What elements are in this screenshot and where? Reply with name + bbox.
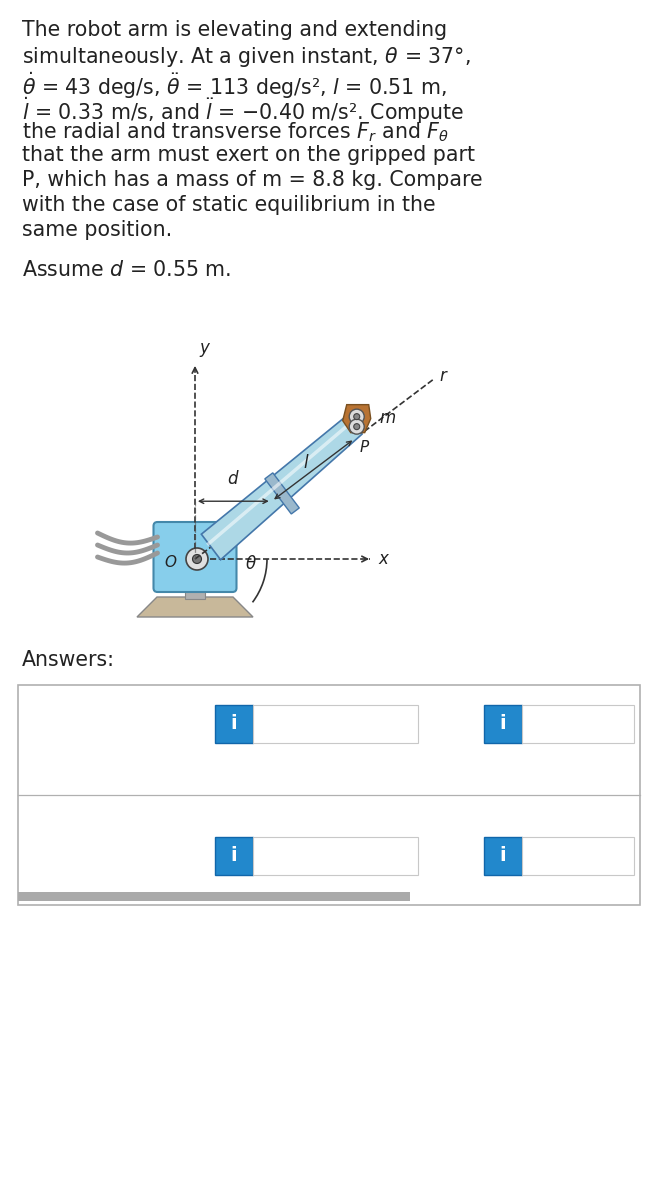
Bar: [18, 685, 640, 905]
Text: $x$: $x$: [378, 550, 390, 568]
Text: i: i: [231, 846, 237, 865]
Text: $y$: $y$: [199, 341, 212, 359]
FancyBboxPatch shape: [215, 704, 253, 743]
Text: The robot arm is elevating and extending: The robot arm is elevating and extending: [22, 20, 447, 40]
FancyBboxPatch shape: [154, 522, 237, 592]
Text: $\dot{l}$ = 0.33 m/s, and $\ddot{l}$ = −0.40 m/s². Compute: $\dot{l}$ = 0.33 m/s, and $\ddot{l}$ = −…: [22, 95, 464, 126]
Circle shape: [354, 424, 360, 430]
Text: i: i: [500, 714, 506, 733]
Polygon shape: [137, 596, 253, 617]
Bar: [253, 704, 418, 743]
Text: Dynamic:: Dynamic:: [38, 714, 135, 733]
Text: $P$: $P$: [359, 439, 370, 455]
Bar: [185, 583, 205, 599]
Text: $O$: $O$: [163, 554, 177, 570]
Text: $F_r$ =: $F_r$ =: [160, 844, 202, 868]
Text: i: i: [231, 714, 237, 733]
Text: $^F\!\theta$N,: $^F\!\theta$N,: [424, 710, 464, 737]
Circle shape: [349, 409, 364, 424]
Bar: [18, 892, 410, 901]
Text: Static:: Static:: [38, 846, 103, 865]
Bar: [253, 836, 418, 875]
Text: that the arm must exert on the gripped part: that the arm must exert on the gripped p…: [22, 145, 475, 164]
Text: $d$: $d$: [227, 470, 240, 488]
Text: $^F\!\theta$N,: $^F\!\theta$N,: [424, 842, 464, 869]
Text: $m$: $m$: [379, 409, 396, 427]
Circle shape: [349, 419, 364, 434]
Text: $\dot{\theta}$ = 43 deg/s, $\ddot{\theta}$ = 113 deg/s², $l$ = 0.51 m,: $\dot{\theta}$ = 43 deg/s, $\ddot{\theta…: [22, 70, 447, 101]
Text: Answers:: Answers:: [22, 650, 115, 670]
Text: $F_r$ =: $F_r$ =: [160, 712, 202, 736]
Bar: [522, 704, 634, 743]
FancyBboxPatch shape: [215, 836, 253, 875]
Text: $r$: $r$: [439, 367, 448, 385]
Circle shape: [354, 414, 360, 420]
Polygon shape: [265, 473, 299, 514]
Text: i: i: [500, 846, 506, 865]
Circle shape: [186, 548, 208, 570]
Text: simultaneously. At a given instant, $\theta$ = 37°,: simultaneously. At a given instant, $\th…: [22, 44, 471, 68]
Text: the radial and transverse forces $F_r$ and $F_\theta$: the radial and transverse forces $F_r$ a…: [22, 120, 449, 144]
Polygon shape: [202, 415, 362, 559]
Bar: [522, 836, 634, 875]
Text: same position.: same position.: [22, 220, 172, 240]
Text: $l$: $l$: [302, 454, 309, 472]
Circle shape: [192, 554, 202, 564]
Polygon shape: [343, 404, 371, 433]
Text: P, which has a mass of m = 8.8 kg. Compare: P, which has a mass of m = 8.8 kg. Compa…: [22, 170, 482, 190]
Text: with the case of static equilibrium in the: with the case of static equilibrium in t…: [22, 194, 436, 215]
Text: Assume $d$ = 0.55 m.: Assume $d$ = 0.55 m.: [22, 260, 231, 280]
Text: $\theta$: $\theta$: [245, 554, 257, 572]
FancyBboxPatch shape: [484, 704, 522, 743]
FancyBboxPatch shape: [484, 836, 522, 875]
